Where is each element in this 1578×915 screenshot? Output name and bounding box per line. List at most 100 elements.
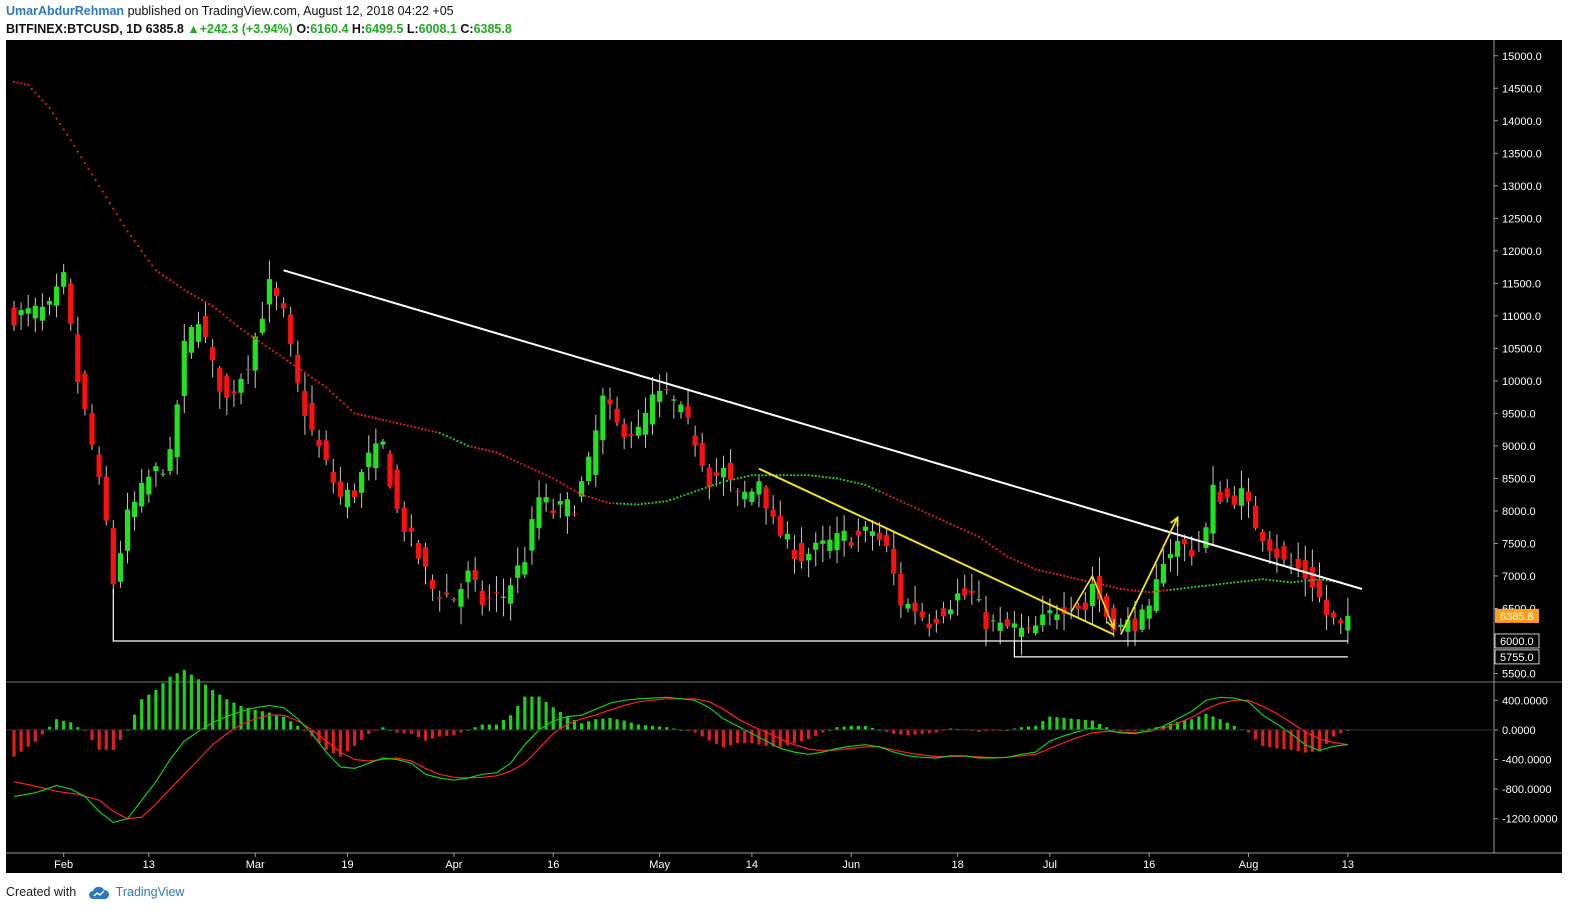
ma-dot	[1038, 569, 1041, 572]
ma-dot	[300, 369, 303, 372]
ma-dot	[722, 480, 725, 483]
author-link[interactable]: UmarAbdurRehman	[6, 4, 125, 18]
candle-up	[458, 589, 464, 607]
macd-bar	[1296, 729, 1300, 752]
macd-bar	[835, 727, 839, 730]
macd-bar	[1232, 725, 1236, 730]
ma-dot	[1055, 573, 1059, 576]
macd-bar	[402, 729, 406, 734]
price-axis[interactable]: 15000.0 14500.0 14000.0 13500.0 13000.0 12500…	[1494, 51, 1542, 681]
candle-up	[834, 533, 840, 551]
time-tick-label: 13	[1342, 859, 1354, 871]
candle-up	[380, 441, 386, 445]
candle-down	[309, 402, 315, 431]
macd-bar	[274, 714, 279, 730]
candle-down	[855, 530, 861, 536]
candle-down	[1231, 495, 1237, 505]
candle-down	[735, 491, 741, 493]
ma-dot	[442, 433, 445, 436]
macd-bar	[643, 725, 648, 730]
macd-bar	[1246, 729, 1251, 733]
macd-bar	[459, 729, 463, 733]
level-price-label: 5755.0	[1500, 652, 1534, 664]
price-tick-label: 10500.0	[1502, 343, 1542, 355]
macd-bar	[487, 724, 491, 730]
price-tick-label: 11500.0	[1502, 278, 1541, 290]
ma-dot	[1059, 574, 1062, 577]
candle-down	[692, 435, 698, 446]
macd-bar	[196, 679, 201, 730]
macd-bar	[203, 684, 208, 730]
candle-up	[600, 395, 606, 441]
macd-bar	[736, 729, 740, 744]
candle-down	[472, 570, 478, 580]
macd-bar	[658, 726, 662, 730]
ma-dot	[761, 474, 764, 477]
ma-dot	[711, 484, 714, 487]
ma-dot	[388, 420, 392, 423]
macd-bar	[416, 729, 421, 738]
ma-dot	[839, 478, 842, 481]
macd-bar	[324, 729, 328, 750]
candle-up	[557, 500, 563, 505]
macd-bar	[1175, 721, 1180, 730]
macd-bar	[537, 696, 541, 730]
macd-bar	[189, 674, 193, 730]
candle-down	[607, 399, 613, 405]
ma-dot	[289, 361, 292, 365]
time-tick-label: May	[649, 859, 670, 871]
ma-dot	[1325, 579, 1328, 582]
ma-dot	[1070, 576, 1073, 579]
time-axis[interactable]: Feb 13 Mar 19 Apr 16 May 14 Jun 18 Jul 16 Aug 13	[54, 853, 1354, 871]
candle-down	[1004, 619, 1010, 627]
ma-dot	[1190, 586, 1193, 589]
ma-dot	[552, 477, 555, 480]
ma-dot	[1006, 555, 1009, 558]
ma-dot	[1180, 587, 1183, 590]
ma-dot	[1314, 578, 1318, 581]
macd-tick-label: -800.0000	[1502, 784, 1552, 796]
ma-dot	[1091, 581, 1094, 584]
ma-dot	[278, 354, 282, 357]
ma-dot	[545, 474, 548, 477]
ma-dot	[222, 313, 225, 316]
ma-dot	[672, 497, 675, 500]
ma-dot	[1222, 582, 1225, 585]
macd-axis[interactable]: 400.0000 0.0000 -400.0000 -800.0000 -1200.00…	[1494, 695, 1558, 826]
ma-dot	[1247, 579, 1250, 582]
ma-dot	[807, 474, 810, 477]
ma-dot	[921, 509, 924, 513]
candle-down	[713, 472, 720, 476]
ma-dot	[931, 514, 934, 517]
candle-up	[25, 308, 31, 314]
ma-dot	[438, 431, 441, 435]
candle-up	[1153, 579, 1159, 611]
ma-dot	[637, 503, 640, 506]
ma-dot	[417, 426, 420, 430]
candle-down	[962, 588, 968, 596]
ma-dot	[459, 441, 463, 444]
ma-dot	[1197, 585, 1200, 588]
low-value: 6008.1	[418, 22, 457, 36]
macd-bar	[984, 729, 988, 732]
ma-dot	[516, 461, 519, 464]
price-change: +242.3 (+3.94%)	[199, 22, 293, 36]
candle-up	[344, 489, 351, 508]
macd-bar	[473, 727, 477, 730]
macd-bar	[1282, 729, 1286, 750]
ma-dot	[630, 503, 633, 506]
ma-dot	[449, 436, 452, 439]
symbol-name: BITFINEX:BTCUSD, 1D	[6, 22, 143, 36]
ma-dot	[1169, 588, 1172, 591]
candle-down	[1217, 491, 1223, 502]
price-chart[interactable]: 15000.0 14500.0 14000.0 13500.0 13000.0 12500…	[6, 40, 1562, 873]
time-tick-label: Jun	[842, 859, 860, 871]
ma-dot	[725, 479, 729, 482]
candle-down	[444, 592, 450, 595]
candle-up	[593, 430, 599, 475]
tradingview-brand-link[interactable]: TradingView	[115, 885, 185, 899]
ma-dot	[782, 474, 785, 477]
macd-bar	[1076, 719, 1080, 730]
candle-down	[1082, 602, 1088, 610]
time-tick-label: Feb	[54, 859, 73, 871]
